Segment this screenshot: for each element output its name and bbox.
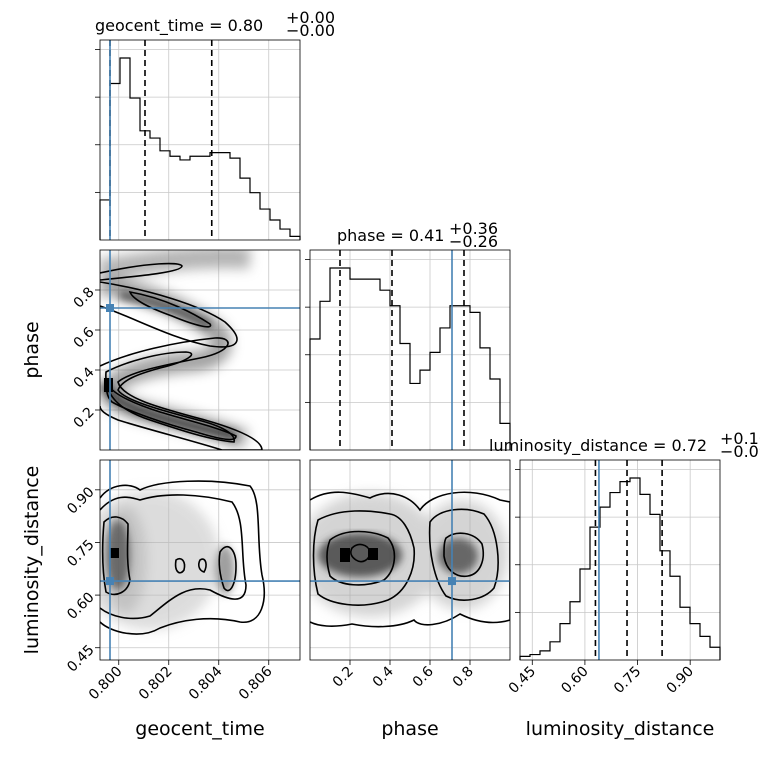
x-tick-label: 0.806 bbox=[236, 663, 276, 703]
title-phase-median: 0.41 bbox=[409, 226, 445, 245]
truth-marker bbox=[448, 577, 456, 586]
contours-distance-vs-phase bbox=[310, 491, 510, 628]
y-ticks-luminosity-distance: 0.45 0.60 0.75 0.90 bbox=[64, 484, 100, 675]
y-tickmarks-phase-hist bbox=[305, 259, 310, 403]
x-tick-label: 0.60 bbox=[558, 664, 591, 697]
title-phase-name: phase bbox=[337, 226, 385, 245]
y-tick-label: 0.60 bbox=[64, 589, 97, 622]
histogram-steps bbox=[99, 57, 301, 240]
density-cloud bbox=[100, 250, 251, 450]
quantiles-luminosity-distance bbox=[594, 460, 663, 660]
density-peak bbox=[368, 548, 378, 560]
density-distance-vs-phase bbox=[310, 491, 510, 628]
x-ticks-geocent-time: 0.800 0.802 0.804 0.806 bbox=[86, 660, 276, 703]
x-axis-label-phase: phase bbox=[381, 718, 438, 740]
x-tick-label: 0.75 bbox=[611, 664, 644, 697]
density-peak bbox=[110, 548, 119, 558]
title-luminosity-distance-median: 0.72 bbox=[671, 436, 707, 455]
title-luminosity-distance-name: luminosity_distance bbox=[489, 436, 648, 456]
title-geocent-time-eq: = bbox=[204, 16, 228, 35]
title-geocent-time-median: 0.80 bbox=[228, 16, 264, 35]
quantiles-phase bbox=[339, 250, 465, 450]
panel-phase-hist: phase = 0.41 +0.36 −0.26 bbox=[305, 219, 511, 451]
x-ticks-luminosity-distance: 0.45 0.60 0.75 0.90 bbox=[506, 660, 697, 697]
title-luminosity-distance-eq: = bbox=[648, 436, 672, 455]
x-tick-label: 0.804 bbox=[186, 663, 226, 703]
y-tick-label: 0.8 bbox=[71, 284, 98, 311]
y-tick-label: 0.2 bbox=[71, 404, 98, 431]
x-tick-label: 0.90 bbox=[664, 664, 697, 697]
quantiles-geocent-time bbox=[109, 40, 213, 240]
grid-geocent-time-hist bbox=[100, 40, 300, 240]
x-tick-label: 0.45 bbox=[506, 664, 539, 697]
histogram-steps bbox=[519, 477, 721, 660]
density-core bbox=[100, 291, 237, 441]
x-ticks-phase: 0.2 0.4 0.6 0.8 bbox=[330, 660, 477, 691]
y-ticks-phase: 0.2 0.4 0.6 0.8 bbox=[71, 284, 100, 431]
grid-distance-hist bbox=[520, 460, 720, 660]
grid-distance-vs-geocent-time bbox=[100, 460, 300, 660]
x-tick-label: 0.8 bbox=[450, 664, 477, 691]
truth-lines-distance-vs-geocent-time bbox=[100, 460, 300, 660]
y-tickmarks-geocent-time-hist bbox=[95, 49, 100, 193]
x-tick-label: 0.4 bbox=[370, 663, 397, 690]
truth-marker bbox=[106, 577, 114, 586]
truth-lines-phase-vs-geocent-time bbox=[100, 250, 300, 450]
x-axis-label-geocent-time: geocent_time bbox=[135, 718, 264, 740]
contours-phase-vs-geocent-time bbox=[100, 262, 263, 450]
panel-frame bbox=[519, 459, 721, 661]
title-phase-eq: = bbox=[385, 226, 409, 245]
histogram-geocent-time bbox=[99, 57, 301, 240]
title-geocent-time-minus: −0.00 bbox=[286, 21, 335, 40]
x-axis-label-luminosity-distance: luminosity_distance bbox=[526, 718, 715, 740]
density-distance-vs-geocent-time bbox=[100, 480, 265, 635]
title-geocent-time: geocent_time = 0.80 bbox=[95, 16, 263, 36]
x-tick-label: 0.2 bbox=[330, 664, 357, 691]
histogram-steps bbox=[309, 267, 511, 450]
title-geocent-time-name: geocent_time bbox=[95, 16, 204, 36]
panel-geocent-time-hist: geocent_time = 0.80 +0.00 −0.00 bbox=[95, 8, 335, 241]
y-tick-label: 0.75 bbox=[64, 537, 97, 570]
density-core bbox=[318, 533, 478, 577]
y-tick-label: 0.45 bbox=[64, 642, 97, 675]
title-luminosity-distance-plus: +0.10 bbox=[720, 429, 760, 448]
y-axis-label-phase: phase bbox=[21, 321, 43, 378]
y-tickmarks-distance-hist bbox=[515, 469, 520, 613]
title-geocent-time-plus: +0.00 bbox=[286, 8, 335, 27]
truth-marker bbox=[106, 304, 114, 312]
truth-lines-distance-vs-phase bbox=[310, 460, 510, 660]
panel-distance-hist: 0.45 0.60 0.75 0.90 luminosity_distance = 0… bbox=[489, 429, 760, 697]
title-phase-minus: −0.26 bbox=[449, 232, 498, 251]
panel-frame bbox=[99, 249, 301, 451]
y-tick-label: 0.4 bbox=[71, 364, 98, 391]
title-luminosity-distance-minus: −0.09 bbox=[720, 442, 760, 461]
y-tick-label: 0.6 bbox=[71, 324, 98, 351]
panel-frame bbox=[99, 459, 301, 661]
histogram-phase bbox=[309, 267, 511, 450]
y-tick-label: 0.90 bbox=[64, 484, 97, 517]
histogram-luminosity-distance bbox=[519, 477, 721, 660]
density-peak bbox=[340, 548, 350, 562]
panel-distance-vs-geocent-time: 0.45 0.60 0.75 0.90 0.800 0.802 0.804 0.806 bbox=[64, 459, 301, 703]
title-luminosity-distance: luminosity_distance = 0.72 bbox=[489, 436, 707, 456]
x-tick-label: 0.800 bbox=[86, 664, 126, 704]
panel-frame bbox=[309, 459, 511, 661]
title-phase-plus: +0.36 bbox=[449, 219, 498, 238]
density-phase-vs-geocent-time bbox=[100, 250, 263, 450]
panel-frame bbox=[99, 39, 301, 241]
panel-phase-vs-geocent-time: 0.2 0.4 0.6 0.8 bbox=[71, 249, 301, 451]
y-axis-label-luminosity-distance: luminosity_distance bbox=[21, 466, 43, 655]
x-tick-label: 0.6 bbox=[410, 663, 437, 690]
panel-distance-vs-phase: 0.2 0.4 0.6 0.8 bbox=[309, 459, 511, 691]
panel-frame bbox=[309, 249, 511, 451]
x-tick-label: 0.802 bbox=[136, 664, 176, 704]
title-phase: phase = 0.41 bbox=[337, 226, 444, 245]
